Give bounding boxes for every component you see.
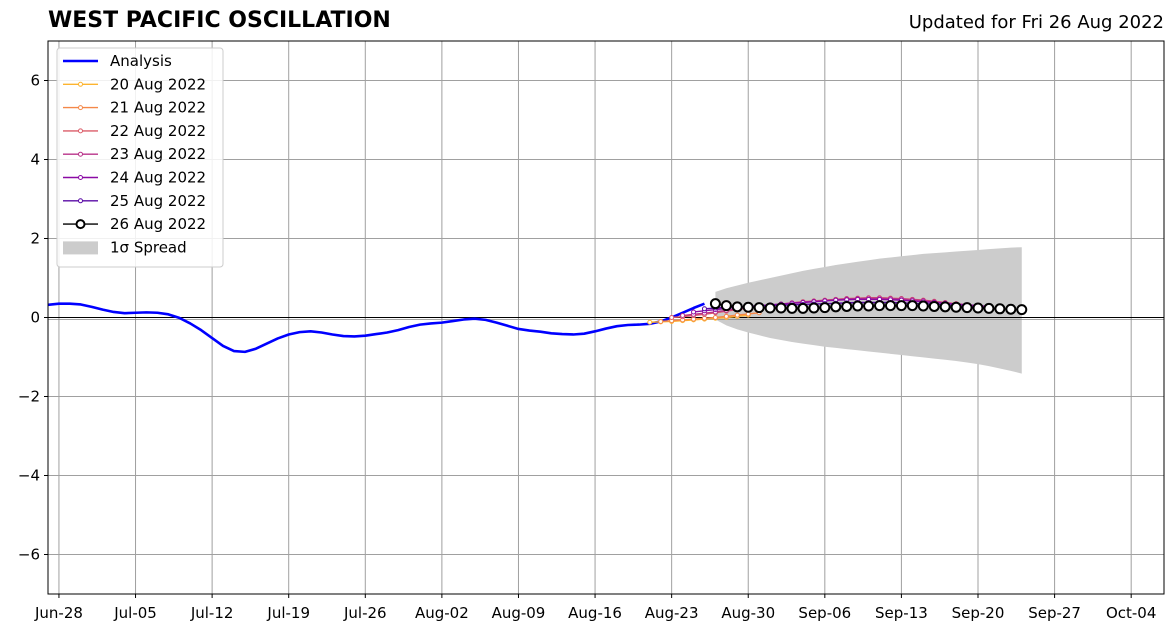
x-tick-label: Oct-04 <box>1106 604 1156 622</box>
forecast-point <box>701 306 707 312</box>
forecast-point <box>753 302 765 314</box>
legend-item: 26 Aug 2022 <box>63 215 206 233</box>
x-tick-label: Sep-27 <box>1028 604 1081 622</box>
forecast-point <box>830 301 842 313</box>
forecast-point <box>712 315 718 320</box>
legend-label: 24 Aug 2022 <box>110 169 206 187</box>
legend-item: 24 Aug 2022 <box>63 169 206 187</box>
forecast-point <box>701 315 707 321</box>
forecast-point <box>731 301 743 313</box>
legend-label: 1σ Spread <box>110 238 187 256</box>
y-tick-label: −6 <box>18 546 40 564</box>
legend-item: 20 Aug 2022 <box>63 75 206 93</box>
y-tick-label: −4 <box>18 467 40 485</box>
y-tick-label: 0 <box>30 309 40 327</box>
y-tick-label: −2 <box>18 388 40 406</box>
legend-marker <box>78 198 83 204</box>
x-tick-label: Aug-16 <box>568 604 622 622</box>
forecast-point <box>863 300 875 312</box>
forecast-point <box>742 301 754 313</box>
forecast-point <box>874 300 886 312</box>
legend-label: 20 Aug 2022 <box>110 75 206 93</box>
legend-label: 22 Aug 2022 <box>110 122 206 140</box>
forecast-point <box>709 298 721 310</box>
legend-label: Analysis <box>110 52 172 70</box>
forecast-point <box>895 300 907 312</box>
legend-label: 25 Aug 2022 <box>110 192 206 210</box>
series-analysis <box>48 302 705 354</box>
legend-item: 23 Aug 2022 <box>63 145 206 163</box>
x-tick-label: Aug-30 <box>721 604 775 622</box>
x-tick-label: Aug-23 <box>645 604 699 622</box>
forecast-point <box>983 302 995 314</box>
forecast-point <box>939 301 951 313</box>
forecast-point <box>720 300 732 312</box>
forecast-point <box>647 319 653 325</box>
legend: Analysis 20 Aug 2022 21 Aug 2022 22 Aug 202… <box>56 47 224 268</box>
forecast-point <box>928 300 940 312</box>
forecast-point <box>723 313 729 319</box>
legend-marker <box>78 175 83 180</box>
x-tick-label: Aug-02 <box>415 604 469 622</box>
legend-box <box>56 47 224 268</box>
legend-label: 23 Aug 2022 <box>110 145 206 163</box>
x-tick-label: Sep-20 <box>952 604 1005 622</box>
analysis-line <box>48 302 705 354</box>
forecast-point <box>786 302 798 314</box>
legend-swatch <box>63 241 98 255</box>
x-tick-label: Jul-05 <box>113 604 157 622</box>
chart-title: WEST PACIFIC OSCILLATION <box>48 8 391 33</box>
x-tick-label: Jun-28 <box>34 604 83 622</box>
forecast-point <box>680 313 686 319</box>
forecast-point <box>808 302 820 314</box>
x-tick-label: Aug-09 <box>492 604 546 622</box>
legend-item: 1σ Spread <box>63 238 187 256</box>
forecast-point <box>1016 304 1028 316</box>
forecast-point <box>972 302 984 314</box>
legend-label: 21 Aug 2022 <box>110 99 206 117</box>
y-tick-label: 2 <box>30 230 40 248</box>
y-tick-label: 6 <box>30 72 40 90</box>
plot-area <box>48 247 1164 374</box>
forecast-point <box>658 318 664 324</box>
legend-marker <box>78 151 83 157</box>
x-tick-label: Jul-26 <box>343 604 387 622</box>
forecast-point <box>906 300 918 312</box>
forecast-point <box>775 302 787 314</box>
legend-item: Analysis <box>63 52 172 70</box>
legend-marker <box>78 105 83 111</box>
forecast-point <box>961 302 973 314</box>
forecast-point <box>852 300 864 312</box>
legend-marker <box>75 219 86 230</box>
axis-ticks: Jun-28 Jul-05 Jul-12 Jul-19 Jul-26 Aug-02 Aug-… <box>18 72 1157 623</box>
forecast-point <box>950 301 962 313</box>
y-tick-label: 4 <box>30 151 40 169</box>
forecast-point <box>764 302 776 314</box>
x-tick-label: Sep-13 <box>875 604 928 622</box>
legend-marker <box>78 81 83 87</box>
legend-marker <box>78 128 83 134</box>
forecast-point <box>994 303 1006 315</box>
x-tick-label: Sep-06 <box>798 604 851 622</box>
forecast-point <box>797 302 809 314</box>
forecast-line <box>660 312 760 323</box>
x-tick-label: Jul-19 <box>266 604 310 622</box>
forecast-point <box>1005 303 1017 315</box>
forecast-point <box>819 302 831 314</box>
forecast-point <box>734 312 740 318</box>
series-26-aug-2022 <box>709 298 1028 316</box>
forecast-point <box>841 300 853 312</box>
legend-item: 25 Aug 2022 <box>63 192 206 210</box>
legend-item: 21 Aug 2022 <box>63 99 206 117</box>
forecast-line <box>704 301 1000 310</box>
forecast-point <box>669 315 675 320</box>
legend-item: 22 Aug 2022 <box>63 122 206 140</box>
forecast-point <box>884 300 896 312</box>
x-tick-label: Jul-12 <box>190 604 234 622</box>
updated-date: Updated for Fri 26 Aug 2022 <box>908 12 1164 33</box>
legend-label: 26 Aug 2022 <box>110 215 206 233</box>
forecast-point <box>691 309 697 315</box>
forecast-point <box>917 300 929 312</box>
